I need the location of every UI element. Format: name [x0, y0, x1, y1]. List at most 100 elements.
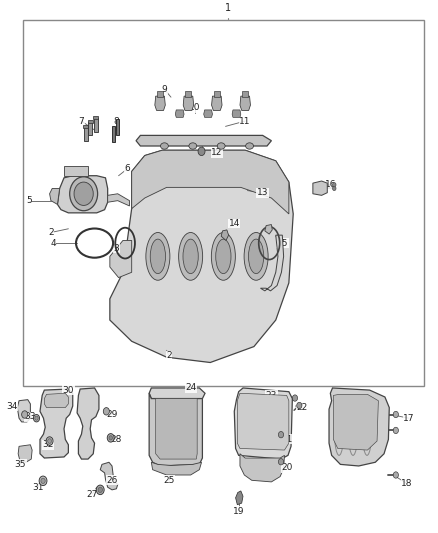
Circle shape: [39, 476, 47, 486]
Circle shape: [332, 187, 336, 191]
Text: 19: 19: [233, 506, 244, 515]
Bar: [88, 122, 92, 135]
Bar: [64, 166, 88, 176]
Circle shape: [103, 408, 110, 415]
Circle shape: [198, 147, 205, 156]
Text: 5: 5: [26, 196, 32, 205]
Text: 3: 3: [113, 244, 119, 253]
Bar: [22, 20, 424, 386]
Bar: [112, 126, 115, 142]
Text: 27: 27: [87, 490, 98, 498]
Ellipse shape: [244, 232, 268, 280]
Ellipse shape: [150, 239, 166, 273]
Text: 6: 6: [124, 164, 130, 173]
Bar: [83, 125, 88, 128]
Text: 18: 18: [401, 479, 413, 488]
Polygon shape: [57, 176, 108, 213]
Text: 9: 9: [162, 85, 167, 94]
Text: 16: 16: [325, 180, 336, 189]
Text: 2: 2: [166, 351, 172, 360]
Polygon shape: [136, 135, 272, 146]
Circle shape: [292, 395, 297, 401]
Circle shape: [70, 177, 98, 211]
Polygon shape: [183, 96, 194, 110]
Circle shape: [98, 487, 102, 492]
Polygon shape: [40, 389, 73, 458]
Text: 31: 31: [32, 483, 43, 492]
Text: 17: 17: [403, 414, 415, 423]
Polygon shape: [132, 150, 289, 214]
Circle shape: [96, 485, 104, 495]
Text: 22: 22: [297, 403, 307, 412]
Polygon shape: [175, 110, 184, 117]
Text: 11: 11: [240, 117, 251, 126]
Text: 34: 34: [6, 401, 17, 410]
Ellipse shape: [189, 143, 197, 149]
Text: 29: 29: [106, 410, 118, 419]
Polygon shape: [261, 235, 284, 291]
Text: 35: 35: [14, 460, 26, 469]
Circle shape: [107, 434, 114, 442]
Polygon shape: [77, 388, 99, 459]
Polygon shape: [110, 240, 132, 278]
Text: 12: 12: [211, 148, 223, 157]
Circle shape: [393, 472, 399, 478]
Polygon shape: [110, 150, 293, 362]
Polygon shape: [149, 393, 202, 466]
Bar: [117, 119, 119, 135]
Bar: [84, 127, 88, 141]
Bar: [93, 116, 99, 119]
Text: 2: 2: [48, 228, 54, 237]
Bar: [185, 91, 191, 97]
Polygon shape: [151, 462, 201, 475]
Text: 13: 13: [257, 188, 268, 197]
Circle shape: [332, 183, 336, 187]
Text: 20: 20: [281, 463, 292, 472]
Ellipse shape: [246, 143, 254, 149]
Polygon shape: [240, 454, 285, 482]
Ellipse shape: [160, 143, 168, 149]
Ellipse shape: [212, 232, 235, 280]
Circle shape: [393, 411, 399, 418]
Text: 1: 1: [225, 3, 231, 13]
Text: 10: 10: [189, 103, 201, 112]
Text: 32: 32: [42, 440, 53, 449]
Polygon shape: [44, 393, 68, 408]
Circle shape: [33, 415, 39, 422]
Circle shape: [48, 439, 52, 443]
Polygon shape: [49, 189, 60, 204]
Bar: [88, 120, 93, 123]
Circle shape: [41, 478, 45, 483]
Circle shape: [297, 402, 302, 409]
Text: 7: 7: [78, 117, 85, 126]
Polygon shape: [18, 445, 32, 462]
Text: 4: 4: [50, 239, 56, 248]
Text: 15: 15: [276, 239, 288, 248]
Ellipse shape: [146, 232, 170, 280]
Text: 8: 8: [113, 117, 119, 126]
Polygon shape: [221, 230, 229, 240]
Polygon shape: [265, 224, 272, 234]
Bar: [157, 91, 163, 97]
Ellipse shape: [248, 239, 264, 273]
Circle shape: [35, 416, 38, 420]
Polygon shape: [234, 388, 292, 459]
Bar: [242, 91, 248, 97]
Circle shape: [109, 436, 113, 440]
Text: 30: 30: [63, 385, 74, 394]
Circle shape: [46, 437, 53, 445]
Text: 33: 33: [25, 412, 36, 421]
Text: 14: 14: [229, 219, 240, 228]
Circle shape: [74, 182, 93, 205]
Text: 24: 24: [185, 383, 196, 392]
Polygon shape: [237, 393, 289, 450]
Bar: [94, 118, 98, 132]
Bar: [214, 91, 220, 97]
Polygon shape: [212, 96, 222, 110]
Polygon shape: [240, 96, 251, 110]
Text: 21: 21: [281, 435, 292, 444]
Polygon shape: [329, 388, 389, 466]
Polygon shape: [155, 96, 165, 110]
Polygon shape: [313, 181, 327, 196]
Polygon shape: [108, 194, 130, 206]
